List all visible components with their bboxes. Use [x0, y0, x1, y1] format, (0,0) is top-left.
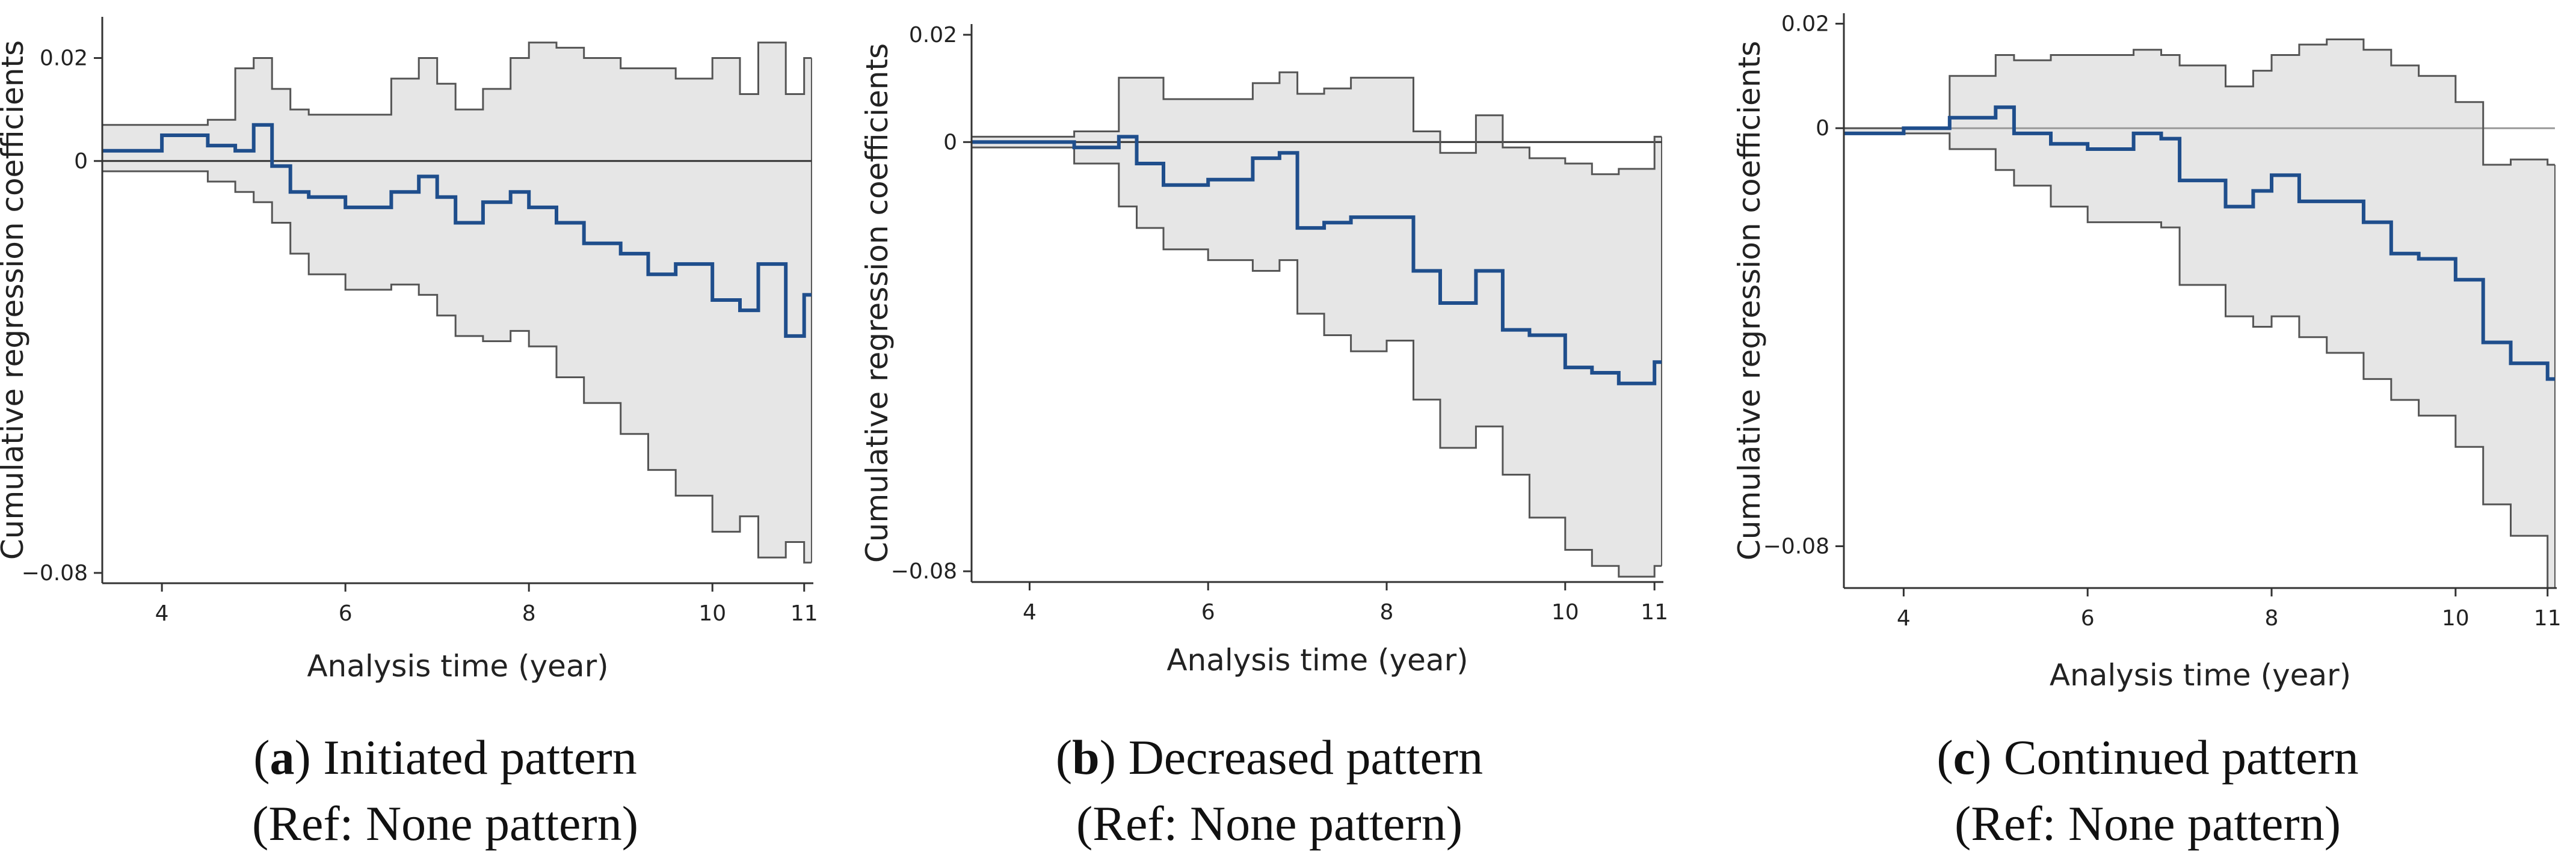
x-tick-label: 4: [1897, 606, 1911, 631]
caption-a: (a) Initiated pattern (Ref: None pattern…: [54, 725, 836, 857]
caption-a-title: (a) Initiated pattern: [253, 730, 637, 785]
confidence-band: [102, 42, 812, 563]
panel-b: 4 6 8 10 11 0.02 0 −0.08 Analysis time (year) Cum…: [860, 23, 1668, 678]
x-tick-label: 8: [1380, 600, 1394, 625]
x-tick-label: 10: [1551, 600, 1579, 625]
x-tick-label: 6: [2081, 606, 2095, 631]
x-tick-label: 6: [1201, 600, 1215, 625]
caption-c-text: ) Continued pattern: [1975, 730, 2359, 785]
y-tick-label: −0.08: [22, 561, 88, 586]
caption-b-title: (b) Decreased pattern: [1055, 730, 1484, 785]
panel-c: 4 6 8 10 11 0.02 0 −0.08 Analysis time (year) Cum…: [1732, 11, 2562, 693]
panel-letter-a: a: [270, 730, 295, 785]
x-axis-title: Analysis time (year): [1166, 643, 1468, 678]
caption-c: (c) Continued pattern (Ref: None pattern…: [1757, 725, 2539, 857]
caption-a-text: ) Initiated pattern: [294, 730, 637, 785]
x-tick-label: 4: [155, 601, 169, 626]
y-tick-label: −0.08: [891, 559, 957, 584]
upper-bound-line: [1844, 38, 2555, 166]
caption-b-ref: (Ref: None pattern): [1076, 796, 1463, 851]
upper-bound-line: [102, 41, 812, 126]
x-tick-label: 6: [339, 601, 353, 626]
upper-bound-line: [972, 71, 1662, 176]
x-tick-label: 11: [2534, 606, 2562, 631]
x-tick-label: 11: [1641, 600, 1668, 625]
x-tick-label: 10: [698, 601, 726, 626]
estimate-line: [1844, 105, 2555, 381]
y-tick-label: 0: [943, 130, 957, 155]
caption-a-ref: (Ref: None pattern): [251, 796, 639, 851]
panel-a: 4 6 8 10 11 0.02 0 −0.08 Analysis time (year) Cum…: [0, 17, 818, 684]
x-tick-label: 10: [2442, 606, 2470, 631]
y-tick-label: 0: [1816, 116, 1829, 141]
confidence-band: [972, 72, 1662, 577]
y-tick-label: −0.08: [1763, 534, 1829, 559]
lower-bound-line: [102, 170, 812, 564]
y-tick-label: 0.02: [40, 46, 88, 71]
y-tick-label: 0.02: [1781, 11, 1829, 36]
caption-c-ref: (Ref: None pattern): [1954, 796, 2341, 851]
y-axis-title: Cumulative regression coefficients: [0, 40, 30, 560]
y-tick-label: 0: [74, 149, 88, 174]
panel-letter-c: c: [1953, 730, 1976, 785]
y-axis-title: Cumulative regression coefficients: [860, 43, 895, 563]
lower-bound-line: [1844, 132, 2555, 589]
y-axis-title: Cumulative regression coefficients: [1732, 41, 1767, 560]
confidence-band: [1844, 39, 2555, 588]
x-tick-label: 8: [522, 601, 536, 626]
y-tick-label: 0.02: [909, 23, 957, 47]
lower-bound-line: [972, 146, 1662, 578]
x-tick-label: 8: [2265, 606, 2279, 631]
caption-b: (b) Decreased pattern (Ref: None pattern…: [878, 725, 1660, 857]
x-axis-title: Analysis time (year): [307, 649, 608, 684]
x-tick-label: 4: [1023, 600, 1037, 625]
estimate-line: [102, 123, 812, 338]
panel-letter-b: b: [1072, 730, 1100, 785]
estimate-line: [972, 135, 1662, 385]
caption-b-text: ) Decreased pattern: [1099, 730, 1484, 785]
x-axis-title: Analysis time (year): [2050, 658, 2351, 693]
caption-c-title: (c) Continued pattern: [1937, 730, 2359, 785]
x-tick-label: 11: [790, 601, 818, 626]
